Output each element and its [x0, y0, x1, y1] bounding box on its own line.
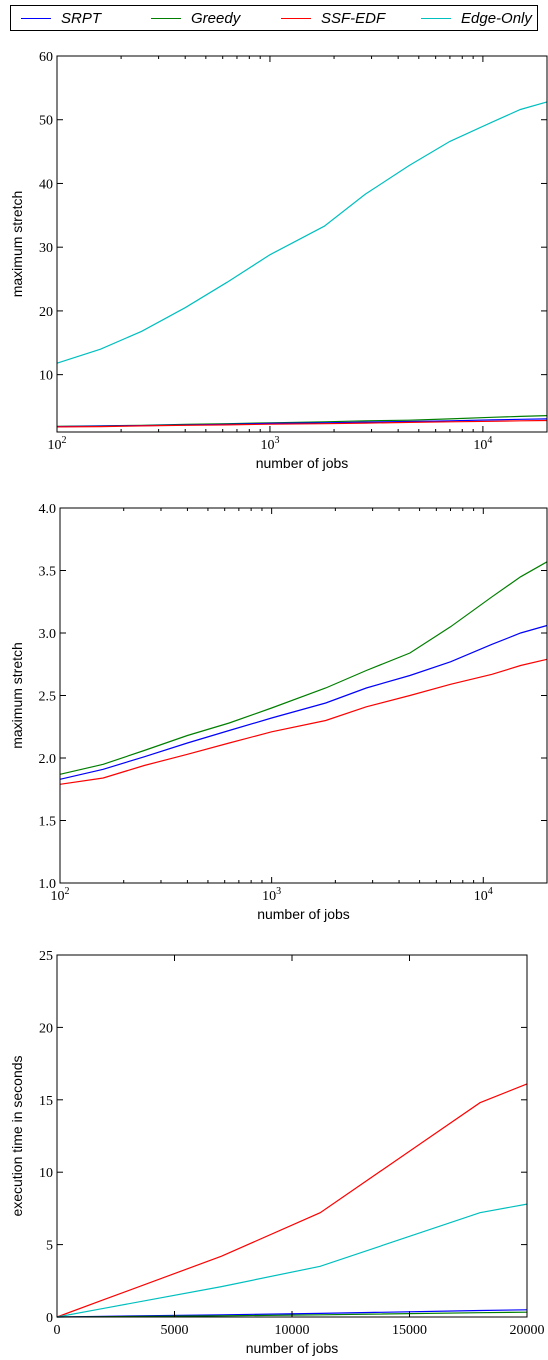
chart2-line-greedy: [59, 561, 548, 775]
chart3-xaxis-label: number of jobs: [246, 1340, 339, 1356]
legend-label-greedy: Greedy: [191, 9, 241, 27]
chart3-xtick-label: 0: [54, 1323, 61, 1338]
chart1-xtick-label: 102: [48, 435, 67, 453]
chart3-ytick-label: 10: [39, 1166, 53, 1181]
chart2-ytick-label: 4.0: [39, 502, 57, 517]
chart3-line-edge-only: [56, 1203, 528, 1318]
legend-label-ssf-edf: SSF-EDF: [321, 9, 386, 27]
legend-item-srpt: SRPT: [21, 6, 101, 30]
chart2-ytick-label: 3.5: [39, 565, 57, 580]
chart1-ytick-label: 60: [39, 50, 53, 65]
chart2-yaxis-label: maximum stretch: [9, 642, 25, 749]
chart3-line-ssf-edf: [56, 1083, 528, 1318]
chart1-ytick-label: 50: [39, 114, 53, 129]
chart3-ytick-label: 25: [39, 949, 53, 964]
legend-swatch-srpt: [21, 17, 51, 19]
legend-item-edge-only: Edge-Only: [421, 6, 532, 30]
legend-item-ssf-edf: SSF-EDF: [281, 6, 385, 30]
chart2-plot-frame: [59, 507, 548, 884]
legend: SRPT Greedy SSF-EDF Edge-Only: [10, 5, 538, 31]
chart1-ytick-label: 30: [39, 241, 53, 256]
chart3-ytick-label: 15: [39, 1094, 53, 1109]
chart1-group: 10 20 30 40 50 60 102 103 104 number of jobs maxim…: [9, 50, 548, 471]
chart3-ytick-label: 5: [46, 1239, 53, 1254]
chart1-xaxis-label: number of jobs: [256, 455, 349, 471]
chart3-xtick-label: 15000: [392, 1323, 427, 1338]
legend-item-greedy: Greedy: [151, 6, 240, 30]
chart2-line-ssf-edf: [59, 658, 548, 785]
chart3-ytick-label: 0: [46, 1311, 53, 1326]
legend-swatch-ssf-edf: [281, 17, 311, 19]
chart3-xtick-label: 20000: [510, 1323, 545, 1338]
chart3-xtick-label: 5000: [161, 1323, 189, 1338]
chart2-xtick-label: 102: [51, 886, 70, 904]
chart2-xaxis-label: number of jobs: [257, 906, 350, 922]
chart1-xtick-label: 104: [473, 435, 492, 453]
legend-label-srpt: SRPT: [61, 9, 102, 27]
chart2-ytick-label: 1.5: [39, 815, 57, 830]
chart3-plot-frame: [56, 954, 528, 1318]
chart1-line-srpt: [56, 418, 548, 428]
legend-label-edge-only: Edge-Only: [461, 9, 532, 27]
chart2-ytick-label: 1.0: [39, 877, 57, 892]
chart2-group: 1.0 1.5 2.0 2.5 3.0 3.5 4.0 102 103 104 number of …: [9, 502, 548, 922]
chart1-plot-frame: [56, 55, 548, 433]
chart2-ytick-label: 3.0: [39, 627, 57, 642]
chart1-ytick-label: 10: [39, 369, 53, 384]
chart1-yaxis-label: maximum stretch: [9, 191, 25, 298]
chart1-ytick-label: 20: [39, 305, 53, 320]
chart1-ytick-label: 40: [39, 177, 53, 192]
chart2-ytick-label: 2.5: [39, 690, 57, 705]
legend-swatch-greedy: [151, 17, 181, 19]
chart3-yaxis-label: execution time in seconds: [9, 1055, 25, 1216]
chart2-ytick-label: 2.0: [39, 752, 57, 767]
chart1-line-ssf-edf: [56, 419, 548, 428]
chart2-line-srpt: [59, 624, 548, 780]
chart3-ytick-label: 20: [39, 1021, 53, 1036]
chart2-xtick-label: 103: [262, 886, 281, 904]
chart1-line-edge-only: [56, 101, 548, 364]
chart2-xtick-label: 104: [474, 886, 493, 904]
chart3-xtick-label: 10000: [275, 1323, 310, 1338]
chart1-xtick-label: 103: [260, 435, 279, 453]
chart3-group: 0 5 10 15 20 25 0 5000 10000 15000 20000 number of …: [9, 949, 545, 1356]
legend-swatch-edge-only: [421, 17, 451, 19]
